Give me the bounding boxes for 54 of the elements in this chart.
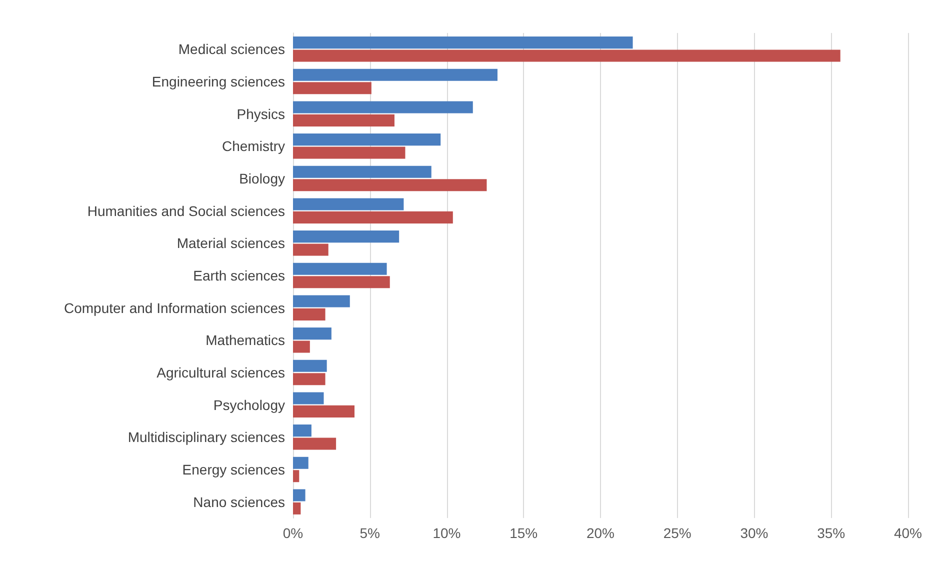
y-tick-label: Psychology bbox=[213, 396, 285, 413]
bar bbox=[293, 179, 487, 192]
bar bbox=[293, 50, 840, 62]
y-tick-label: Mathematics bbox=[206, 332, 285, 348]
bar bbox=[293, 502, 301, 514]
bar bbox=[293, 470, 300, 482]
x-tick-label: 40% bbox=[894, 525, 922, 541]
x-tick-label: 5% bbox=[360, 525, 380, 541]
y-tick-label: Chemistry bbox=[222, 138, 285, 154]
bar bbox=[293, 308, 326, 320]
bar bbox=[293, 295, 350, 308]
bar bbox=[293, 166, 432, 178]
bar bbox=[293, 114, 394, 126]
y-tick-label: Material sciences bbox=[176, 235, 285, 252]
bar bbox=[293, 244, 328, 256]
bar bbox=[293, 373, 326, 386]
y-tick-label: Biology bbox=[239, 170, 285, 186]
bar bbox=[293, 276, 390, 288]
y-tick-label: Humanities and Social sciences bbox=[87, 202, 285, 219]
x-tick-label: 0% bbox=[282, 525, 304, 541]
bar bbox=[293, 340, 310, 353]
y-tick-label: Energy sciences bbox=[182, 462, 285, 478]
y-tick-label: Earth sciences bbox=[193, 268, 285, 284]
x-tick-label: 15% bbox=[510, 525, 538, 541]
bar bbox=[293, 101, 473, 114]
x-tick-label: 10% bbox=[432, 525, 461, 541]
bar bbox=[293, 438, 336, 450]
bar bbox=[293, 489, 306, 502]
y-tick-label: Agricultural sciences bbox=[156, 364, 285, 380]
x-tick-label: 35% bbox=[817, 525, 846, 541]
y-tick-label: Engineering sciences bbox=[152, 74, 285, 90]
bar bbox=[293, 328, 332, 340]
bar bbox=[293, 82, 372, 94]
y-tick-label: Nano sciences bbox=[193, 494, 285, 510]
bar bbox=[293, 211, 453, 224]
bar bbox=[293, 146, 406, 159]
y-tick-label: Medical sciences bbox=[178, 41, 285, 58]
bar bbox=[293, 36, 633, 49]
bar bbox=[293, 262, 387, 275]
bar bbox=[293, 456, 308, 469]
bar bbox=[293, 230, 400, 243]
x-tick-label: 25% bbox=[663, 525, 692, 541]
bar bbox=[293, 134, 441, 146]
y-tick-label: Multidisciplinary sciences bbox=[128, 429, 285, 446]
bar bbox=[293, 424, 312, 437]
y-tick-label: Physics bbox=[236, 106, 285, 122]
bar bbox=[293, 68, 498, 81]
bar bbox=[293, 392, 324, 404]
bar bbox=[293, 360, 327, 372]
x-tick-label: 30% bbox=[740, 525, 768, 541]
bar bbox=[293, 405, 354, 418]
bar bbox=[293, 198, 404, 210]
x-tick-label: 20% bbox=[586, 525, 615, 541]
y-tick-label: Computer and Information sciences bbox=[64, 300, 285, 316]
